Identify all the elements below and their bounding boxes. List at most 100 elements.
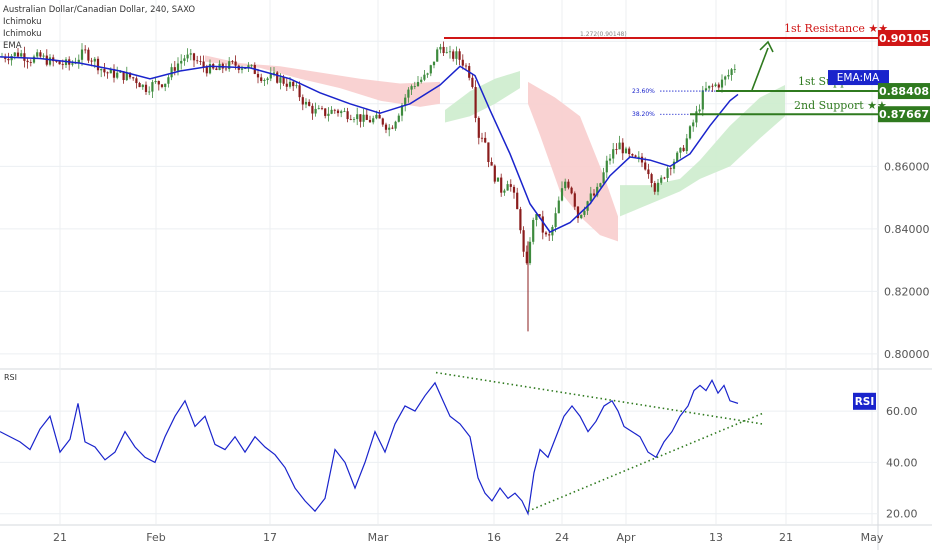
candle-body — [272, 72, 276, 74]
candle-body — [196, 60, 199, 62]
candle-body — [474, 87, 477, 118]
candle-body — [519, 209, 522, 231]
candle-body — [100, 69, 103, 71]
candle-body — [106, 72, 109, 74]
candle-body — [557, 200, 560, 214]
candle-body — [458, 51, 461, 60]
indicator-ichimoku-2[interactable]: Ichimoku — [3, 29, 42, 39]
candle-body — [407, 89, 410, 98]
candle-body — [471, 77, 474, 88]
candle-body — [608, 158, 612, 161]
candle-body — [394, 121, 397, 129]
indicator-ichimoku-1[interactable]: Ichimoku — [3, 17, 42, 27]
candle-body — [378, 114, 381, 119]
candle-body — [634, 155, 637, 157]
candle-body — [717, 84, 720, 88]
candle-body — [320, 108, 324, 110]
cloud-area — [205, 55, 440, 107]
ema-line — [0, 56, 739, 233]
candle-body — [180, 60, 183, 64]
candle-body — [532, 219, 535, 242]
candle-body — [260, 77, 263, 81]
candle-body — [375, 114, 378, 119]
candle-body — [122, 71, 125, 81]
candle-body — [685, 138, 688, 152]
resistance-label: 1st Resistance ★★ — [784, 22, 888, 35]
ema-line-path — [0, 56, 739, 233]
candle-body — [109, 69, 112, 74]
candle-body — [330, 109, 333, 114]
support2-label: 2nd Support ★★ — [794, 99, 887, 112]
candle-body — [48, 57, 52, 65]
fib-1272-label: 1.272(0.90148) — [580, 31, 627, 38]
candle-body — [135, 78, 138, 84]
rsi-upper-trendline[interactable] — [435, 371, 763, 425]
candle-body — [288, 81, 292, 87]
candle-body — [343, 111, 346, 113]
candle-body — [173, 67, 176, 71]
candle-body — [256, 73, 260, 78]
candle-body — [298, 85, 301, 98]
candle-body — [128, 72, 132, 78]
candle-body — [61, 64, 64, 66]
cloud-area — [528, 81, 618, 242]
candle-body — [672, 161, 676, 169]
candle-body — [576, 206, 580, 219]
candle-body — [692, 122, 695, 127]
candle-body — [666, 168, 669, 178]
candle-body — [26, 60, 29, 63]
support2-price-tag-bg — [878, 106, 930, 123]
candle-body — [592, 193, 596, 196]
candle-body — [215, 68, 218, 71]
candle-body — [621, 142, 624, 154]
candle-body — [324, 108, 327, 116]
candle-body — [727, 74, 730, 77]
rsi-tick-label: 20.00 — [886, 508, 918, 521]
candle-body — [388, 127, 391, 130]
candle-body — [688, 126, 692, 139]
candle-body — [55, 61, 58, 62]
candle-body — [176, 63, 180, 71]
candle-body — [16, 52, 20, 57]
candle-body — [637, 156, 640, 158]
axes: 0.90105 0.88408 0.87667 0.80000 0.82000 0.840… — [53, 29, 930, 544]
candle-body — [487, 142, 490, 163]
candle-body — [573, 193, 576, 207]
candle-body — [336, 110, 340, 114]
candle-body — [269, 73, 272, 79]
candle-body — [356, 114, 359, 120]
candle-body — [231, 61, 234, 62]
indicator-ema[interactable]: EMA — [3, 41, 22, 51]
ema-ma-tag-bg — [828, 70, 889, 86]
time-tick-label: 16 — [487, 531, 501, 544]
candle-body — [714, 84, 717, 87]
candle-body — [279, 77, 282, 83]
candle-body — [701, 90, 704, 110]
candle-body — [170, 67, 173, 78]
candle-body — [263, 80, 266, 81]
candle-body — [208, 64, 212, 74]
rsi-panel: RSI — [0, 371, 876, 516]
rsi-lower-trendline[interactable] — [527, 412, 763, 512]
candle-body — [151, 82, 154, 92]
candle-body — [448, 51, 452, 53]
annotations: 1.272(0.90148) 1st Resistance ★★23.60%1st… — [444, 22, 889, 118]
candle-body — [628, 148, 631, 155]
candle-body — [266, 78, 269, 81]
time-tick-label: 21 — [53, 531, 67, 544]
candle-body — [541, 216, 544, 233]
fib-382-label: 38.20% — [632, 111, 655, 118]
candle-body — [567, 181, 570, 188]
candle-body — [29, 62, 32, 63]
candle-body — [560, 188, 564, 201]
price-tick-label: 0.86000 — [884, 160, 930, 173]
candle-body — [292, 81, 295, 87]
candle-body — [436, 49, 439, 62]
candle-body — [711, 85, 714, 87]
candle-body — [564, 181, 567, 189]
candle-body — [400, 105, 404, 116]
candle-body — [80, 49, 84, 60]
candle-body — [724, 76, 727, 80]
candle-body — [410, 86, 413, 90]
